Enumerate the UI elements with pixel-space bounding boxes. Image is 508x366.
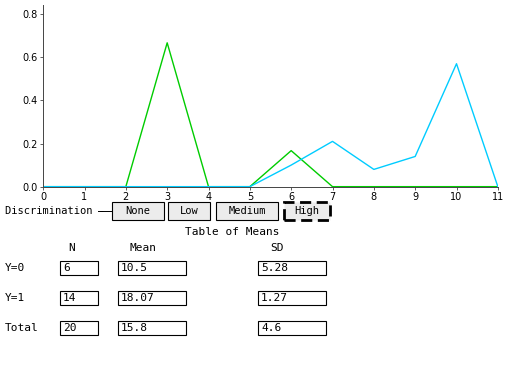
FancyBboxPatch shape <box>118 261 186 275</box>
Text: Discrimination -: Discrimination - <box>5 206 105 216</box>
FancyBboxPatch shape <box>60 291 98 305</box>
Text: Y=1: Y=1 <box>5 293 25 303</box>
Text: Table of Means: Table of Means <box>185 227 279 237</box>
Text: SD: SD <box>270 243 283 253</box>
Text: N: N <box>68 243 75 253</box>
FancyBboxPatch shape <box>258 291 326 305</box>
Text: 18.07: 18.07 <box>121 293 155 303</box>
FancyBboxPatch shape <box>216 202 278 220</box>
Text: None: None <box>125 206 150 216</box>
Text: Total: Total <box>5 323 39 333</box>
FancyBboxPatch shape <box>112 202 164 220</box>
Text: Low: Low <box>180 206 199 216</box>
Text: Medium: Medium <box>228 206 266 216</box>
FancyBboxPatch shape <box>168 202 210 220</box>
Text: Mean: Mean <box>130 243 157 253</box>
Text: 4.6: 4.6 <box>261 323 281 333</box>
FancyBboxPatch shape <box>258 261 326 275</box>
FancyBboxPatch shape <box>118 321 186 335</box>
FancyBboxPatch shape <box>60 261 98 275</box>
FancyBboxPatch shape <box>60 321 98 335</box>
Text: 1.27: 1.27 <box>261 293 288 303</box>
FancyBboxPatch shape <box>258 321 326 335</box>
Text: 15.8: 15.8 <box>121 323 148 333</box>
Text: 14: 14 <box>63 293 77 303</box>
Text: 5.28: 5.28 <box>261 263 288 273</box>
Text: 20: 20 <box>63 323 77 333</box>
FancyBboxPatch shape <box>118 291 186 305</box>
Text: Y=0: Y=0 <box>5 263 25 273</box>
Text: High: High <box>295 206 320 216</box>
FancyBboxPatch shape <box>284 202 330 220</box>
Text: 6: 6 <box>63 263 70 273</box>
Text: 10.5: 10.5 <box>121 263 148 273</box>
